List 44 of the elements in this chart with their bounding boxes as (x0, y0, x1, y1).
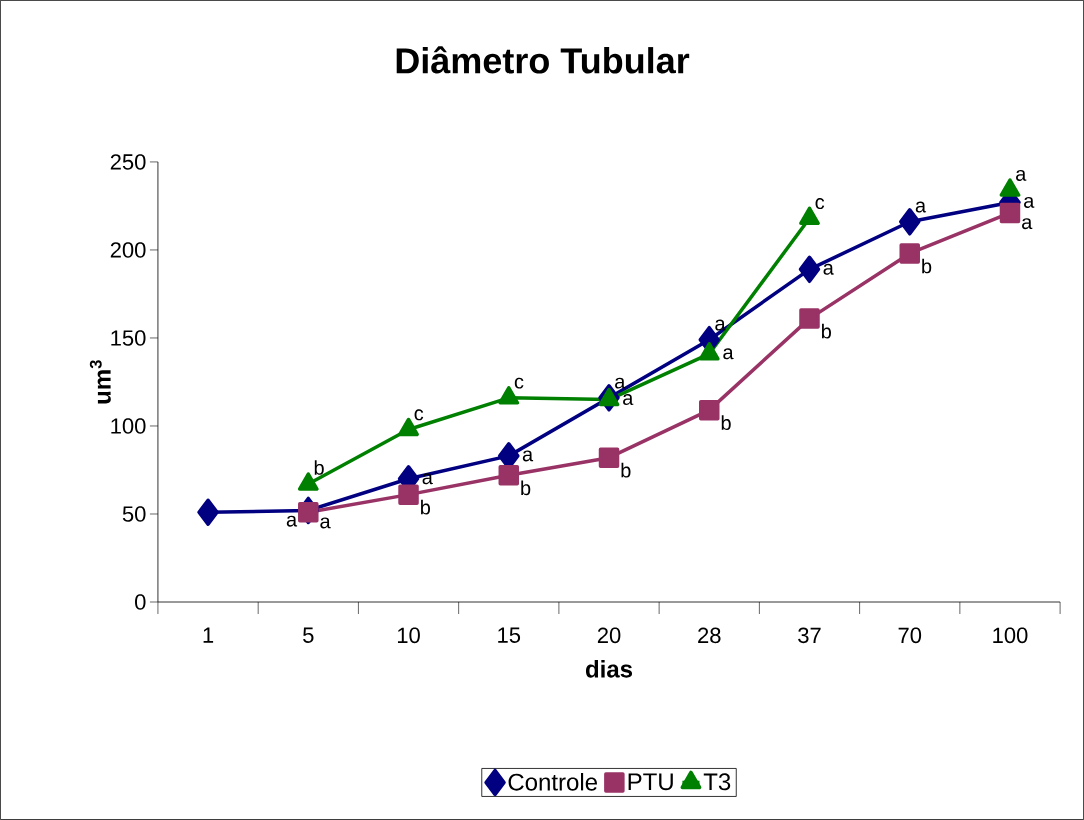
annotation: a (320, 517, 331, 529)
x-tick-label: 5 (303, 627, 314, 643)
annotation: a (823, 263, 834, 275)
x-tick-label: 37 (798, 627, 821, 644)
annotation: b (922, 258, 932, 274)
chart-title: Diâmetro Tubular (396, 46, 690, 74)
x-axis-title: dias (585, 660, 633, 678)
y-tick-label: 250 (110, 154, 146, 170)
legend-label: PTU (628, 773, 673, 791)
legend-label: Controle (508, 773, 597, 791)
x-tick-label: 28 (698, 627, 721, 644)
y-tick-label: 0 (135, 594, 146, 610)
annotation: c (815, 198, 825, 210)
annotation: b (314, 460, 324, 475)
annotation: a (1024, 196, 1035, 208)
annotation: b (721, 415, 731, 431)
x-tick-label: 100 (993, 627, 1028, 644)
legend-label: T3 (703, 773, 731, 791)
y-axis-title: um$^{3}$ (89, 360, 111, 404)
annotation: a (522, 450, 534, 462)
annotation: a (422, 473, 433, 485)
x-tick-label: 15 (498, 627, 521, 643)
y-tick-label: 100 (111, 418, 146, 434)
x-tick-label: 70 (898, 627, 922, 644)
annotation: a (1022, 218, 1033, 230)
annotation: b (421, 499, 431, 515)
x-tick-label: 1 (203, 627, 214, 643)
y-tick-label: 200 (110, 242, 146, 258)
annotation: a (1016, 169, 1027, 181)
x-tick-label: 10 (397, 627, 420, 644)
annotation: b (821, 323, 831, 339)
annotation: b (621, 462, 631, 478)
annotation: a (915, 201, 927, 213)
annotation: a (723, 348, 734, 360)
annotation: c (414, 409, 424, 421)
annotation: a (623, 394, 634, 406)
annotation: a (715, 319, 726, 331)
x-tick-label: 20 (597, 627, 621, 644)
y-tick-label: 50 (122, 506, 146, 522)
y-tick-label: 150 (111, 330, 146, 346)
annotation: c (514, 377, 524, 389)
annotation: a (286, 515, 298, 527)
annotation: a (615, 377, 626, 389)
annotation: b (521, 480, 531, 496)
